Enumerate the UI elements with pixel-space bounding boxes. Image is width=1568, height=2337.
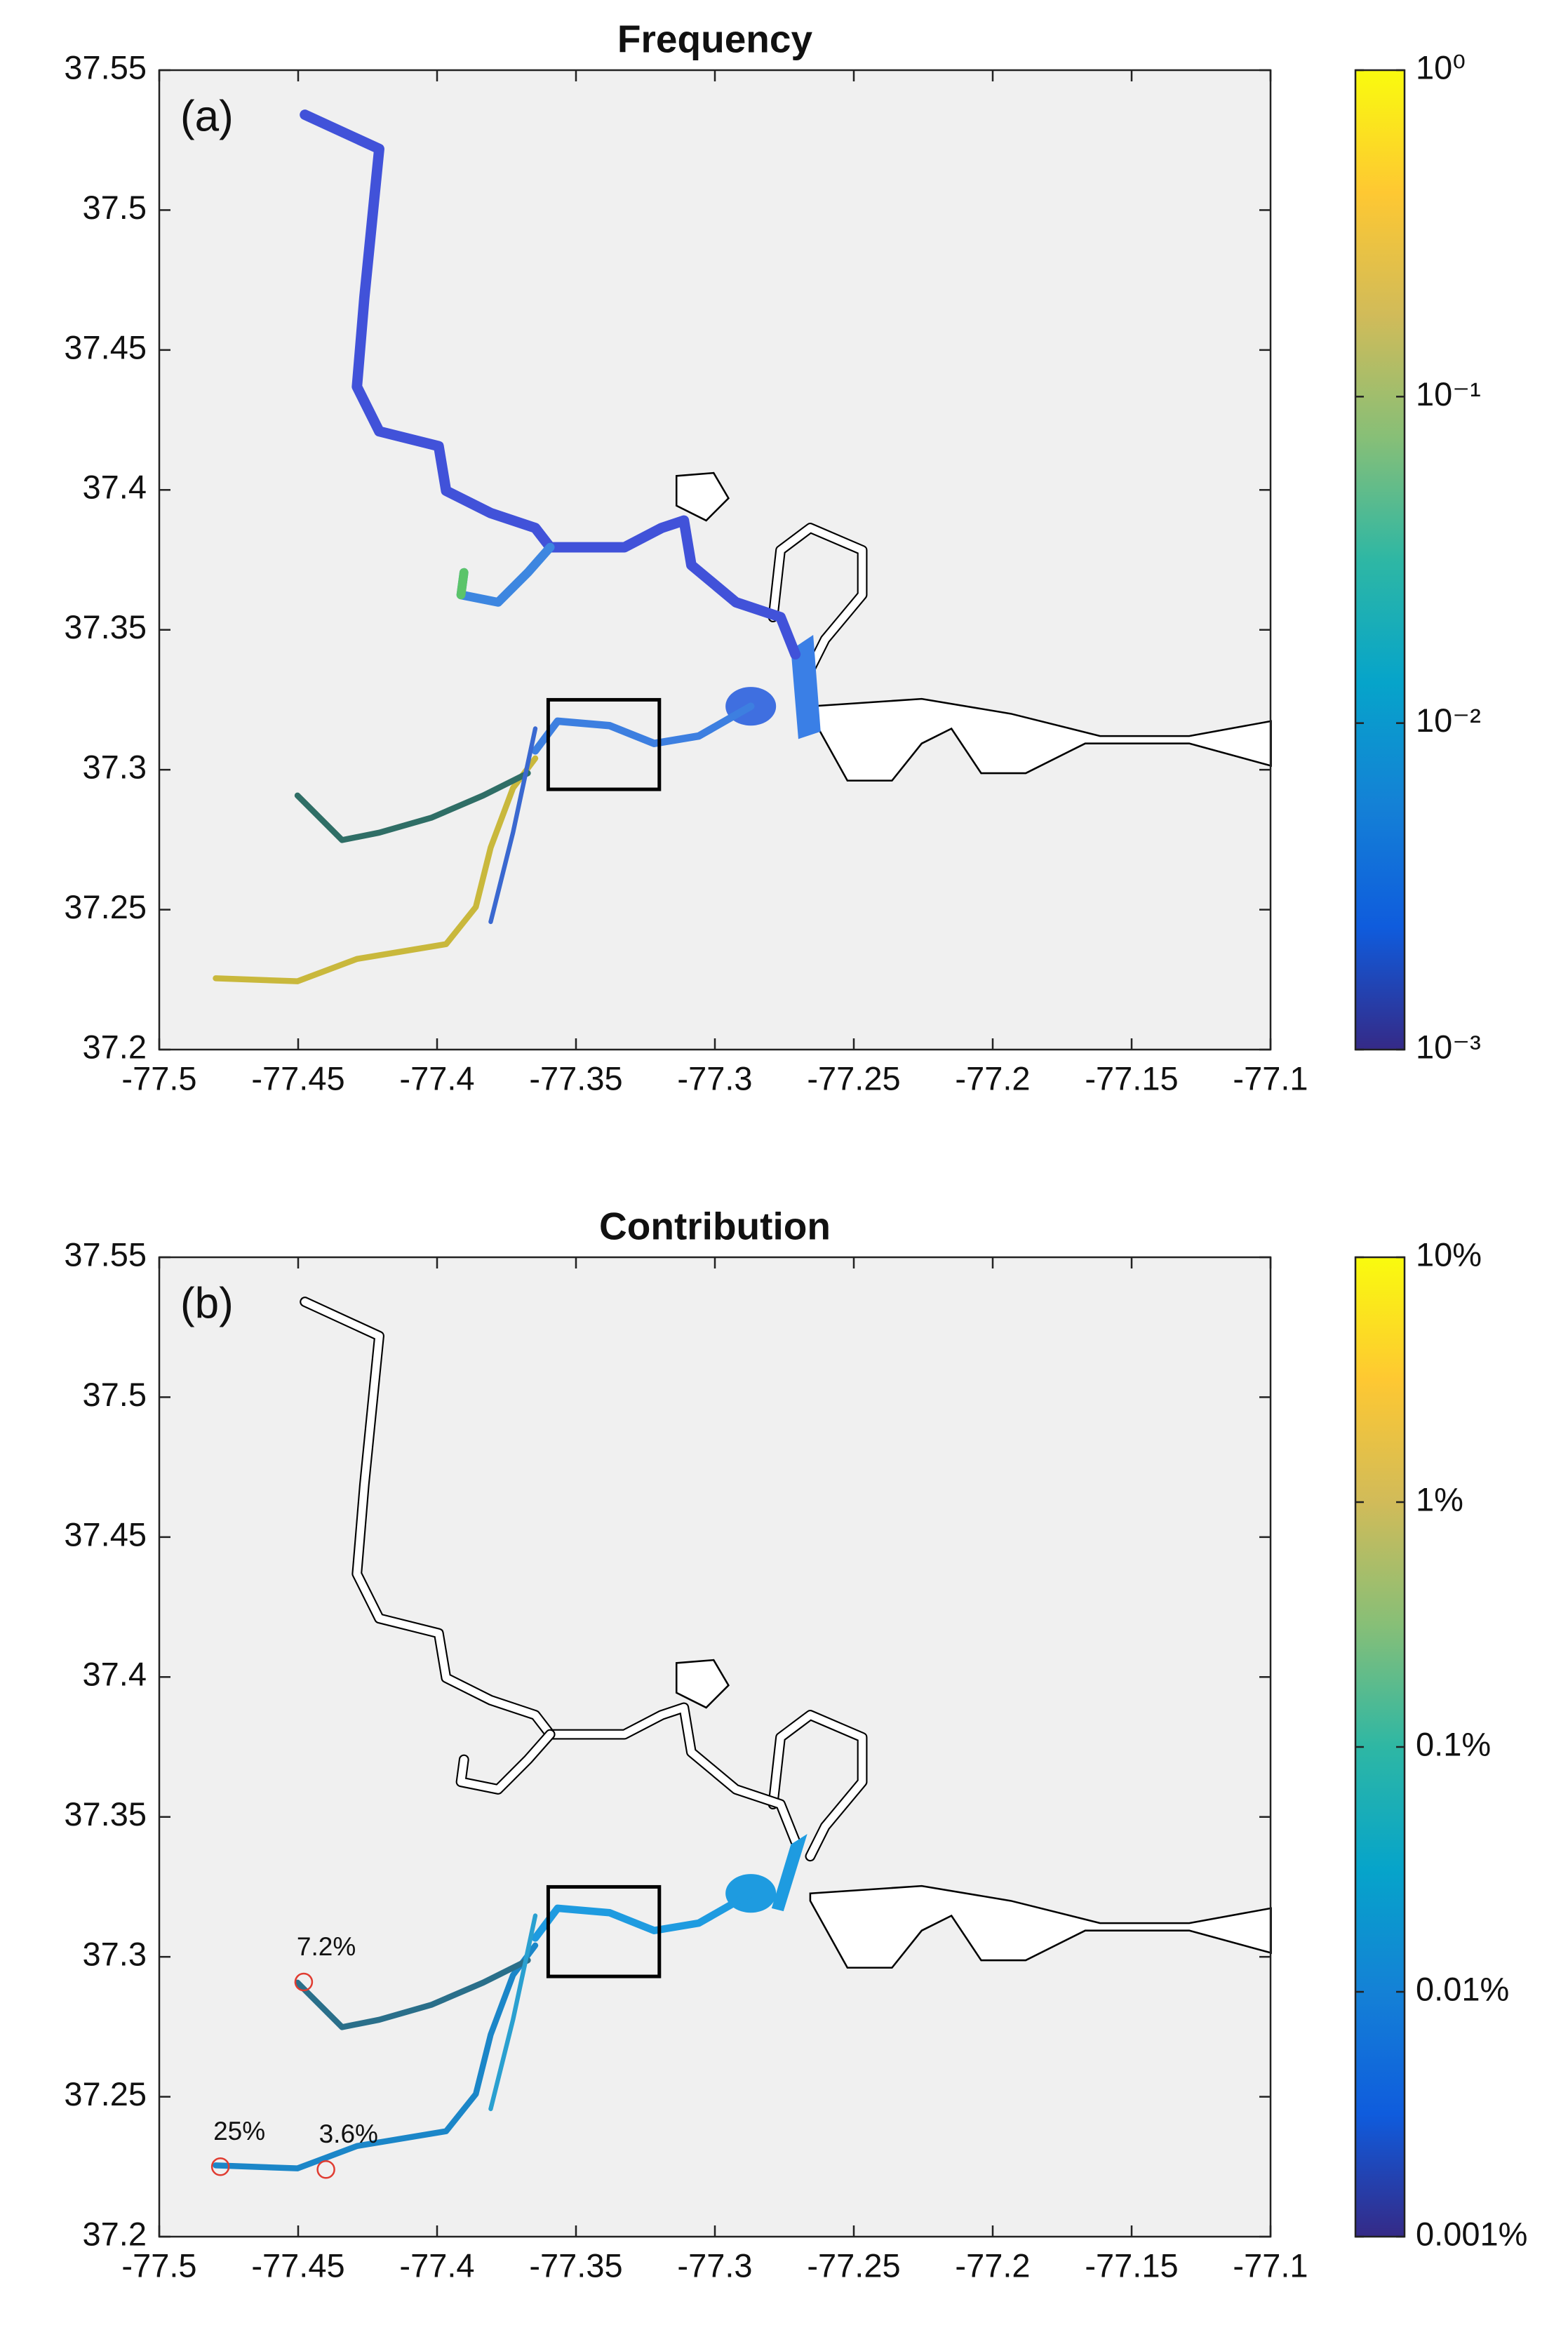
x-tick-label: -77.1 — [1233, 2246, 1308, 2284]
y-tick-label: 37.2 — [83, 2215, 147, 2252]
y-tick-label: 37.2 — [83, 1028, 147, 1065]
chart-title: Contribution — [599, 1205, 831, 1248]
y-tick-label: 37.3 — [83, 749, 147, 786]
y-tick-label: 37.4 — [83, 469, 147, 506]
river-network — [216, 1302, 1272, 2169]
panel-label: (a) — [180, 92, 234, 140]
x-tick-label: -77.15 — [1085, 2246, 1178, 2284]
data-label: 3.6% — [319, 2120, 378, 2148]
x-tick-label: -77.25 — [807, 1059, 900, 1097]
y-tick-label: 37.35 — [64, 608, 147, 645]
colorbar-tick-label: 10⁻³ — [1416, 1028, 1481, 1065]
y-tick-label: 37.5 — [83, 189, 147, 226]
x-tick-label: -77.3 — [677, 1059, 752, 1097]
panel-label: (b) — [180, 1279, 234, 1327]
y-tick-label: 37.3 — [83, 1936, 147, 1973]
data-label: 7.2% — [297, 1932, 356, 1961]
x-tick-label: -77.45 — [251, 2246, 344, 2284]
x-tick-label: -77.15 — [1085, 1059, 1178, 1097]
y-tick-label: 37.45 — [64, 1515, 147, 1553]
colorbar-tick-label: 0.1% — [1416, 1725, 1491, 1762]
y-tick-label: 37.35 — [64, 1795, 147, 1833]
x-tick-label: -77.35 — [529, 2246, 622, 2284]
y-tick-label: 37.55 — [64, 48, 147, 86]
panel-b: Contribution (b) -77.5 -77.45 -77.4 -77.35 -77… — [64, 1205, 1527, 2284]
y-tick-label: 37.25 — [64, 888, 147, 925]
x-tick-label: -77.25 — [807, 2246, 900, 2284]
y-tick-label: 37.45 — [64, 328, 147, 366]
x-tick-label: -77.5 — [121, 2246, 196, 2284]
x-tick-label: -77.45 — [251, 1059, 344, 1097]
x-tick-label: -77.1 — [1233, 1059, 1308, 1097]
x-tick-label: -77.3 — [677, 2246, 752, 2284]
x-tick-label: -77.4 — [399, 2246, 474, 2284]
source-point — [316, 2160, 335, 2179]
highlight-box — [546, 697, 662, 791]
colorbar-tick-label: 10⁰ — [1416, 48, 1466, 86]
x-tick-label: -77.35 — [529, 1059, 622, 1097]
x-tick-label: -77.4 — [399, 1059, 474, 1097]
x-tick-label: -77.2 — [955, 2246, 1030, 2284]
colorbar-tick-label: 10⁻² — [1416, 702, 1481, 739]
colorbar-tick-label: 10⁻¹ — [1416, 375, 1481, 413]
panel-a: Frequency (a) -77.5 -77.45 -77.4 -77.35 -77.3 -… — [64, 18, 1480, 1097]
source-point — [210, 2157, 230, 2176]
axes-background — [159, 70, 1271, 1050]
colorbar-tick-label: 1% — [1416, 1480, 1463, 1518]
chart-title: Frequency — [617, 18, 813, 61]
colorbar — [1354, 69, 1406, 1051]
data-label: 25% — [213, 2117, 265, 2145]
y-tick-label: 37.25 — [64, 2075, 147, 2112]
colorbar-tick-label: 0.01% — [1416, 1970, 1509, 2007]
highlight-box — [546, 1884, 662, 1978]
x-tick-label: -77.2 — [955, 1059, 1030, 1097]
axes-background — [159, 1257, 1271, 2237]
y-tick-label: 37.5 — [83, 1376, 147, 1413]
source-point — [294, 1972, 314, 1992]
colorbar-tick-label: 0.001% — [1416, 2215, 1527, 2252]
colorbar-tick-label: 10% — [1416, 1236, 1482, 1273]
y-tick-label: 37.4 — [83, 1656, 147, 1693]
y-tick-label: 37.55 — [64, 1236, 147, 1273]
x-tick-label: -77.5 — [121, 1059, 196, 1097]
river-network — [216, 115, 1272, 982]
